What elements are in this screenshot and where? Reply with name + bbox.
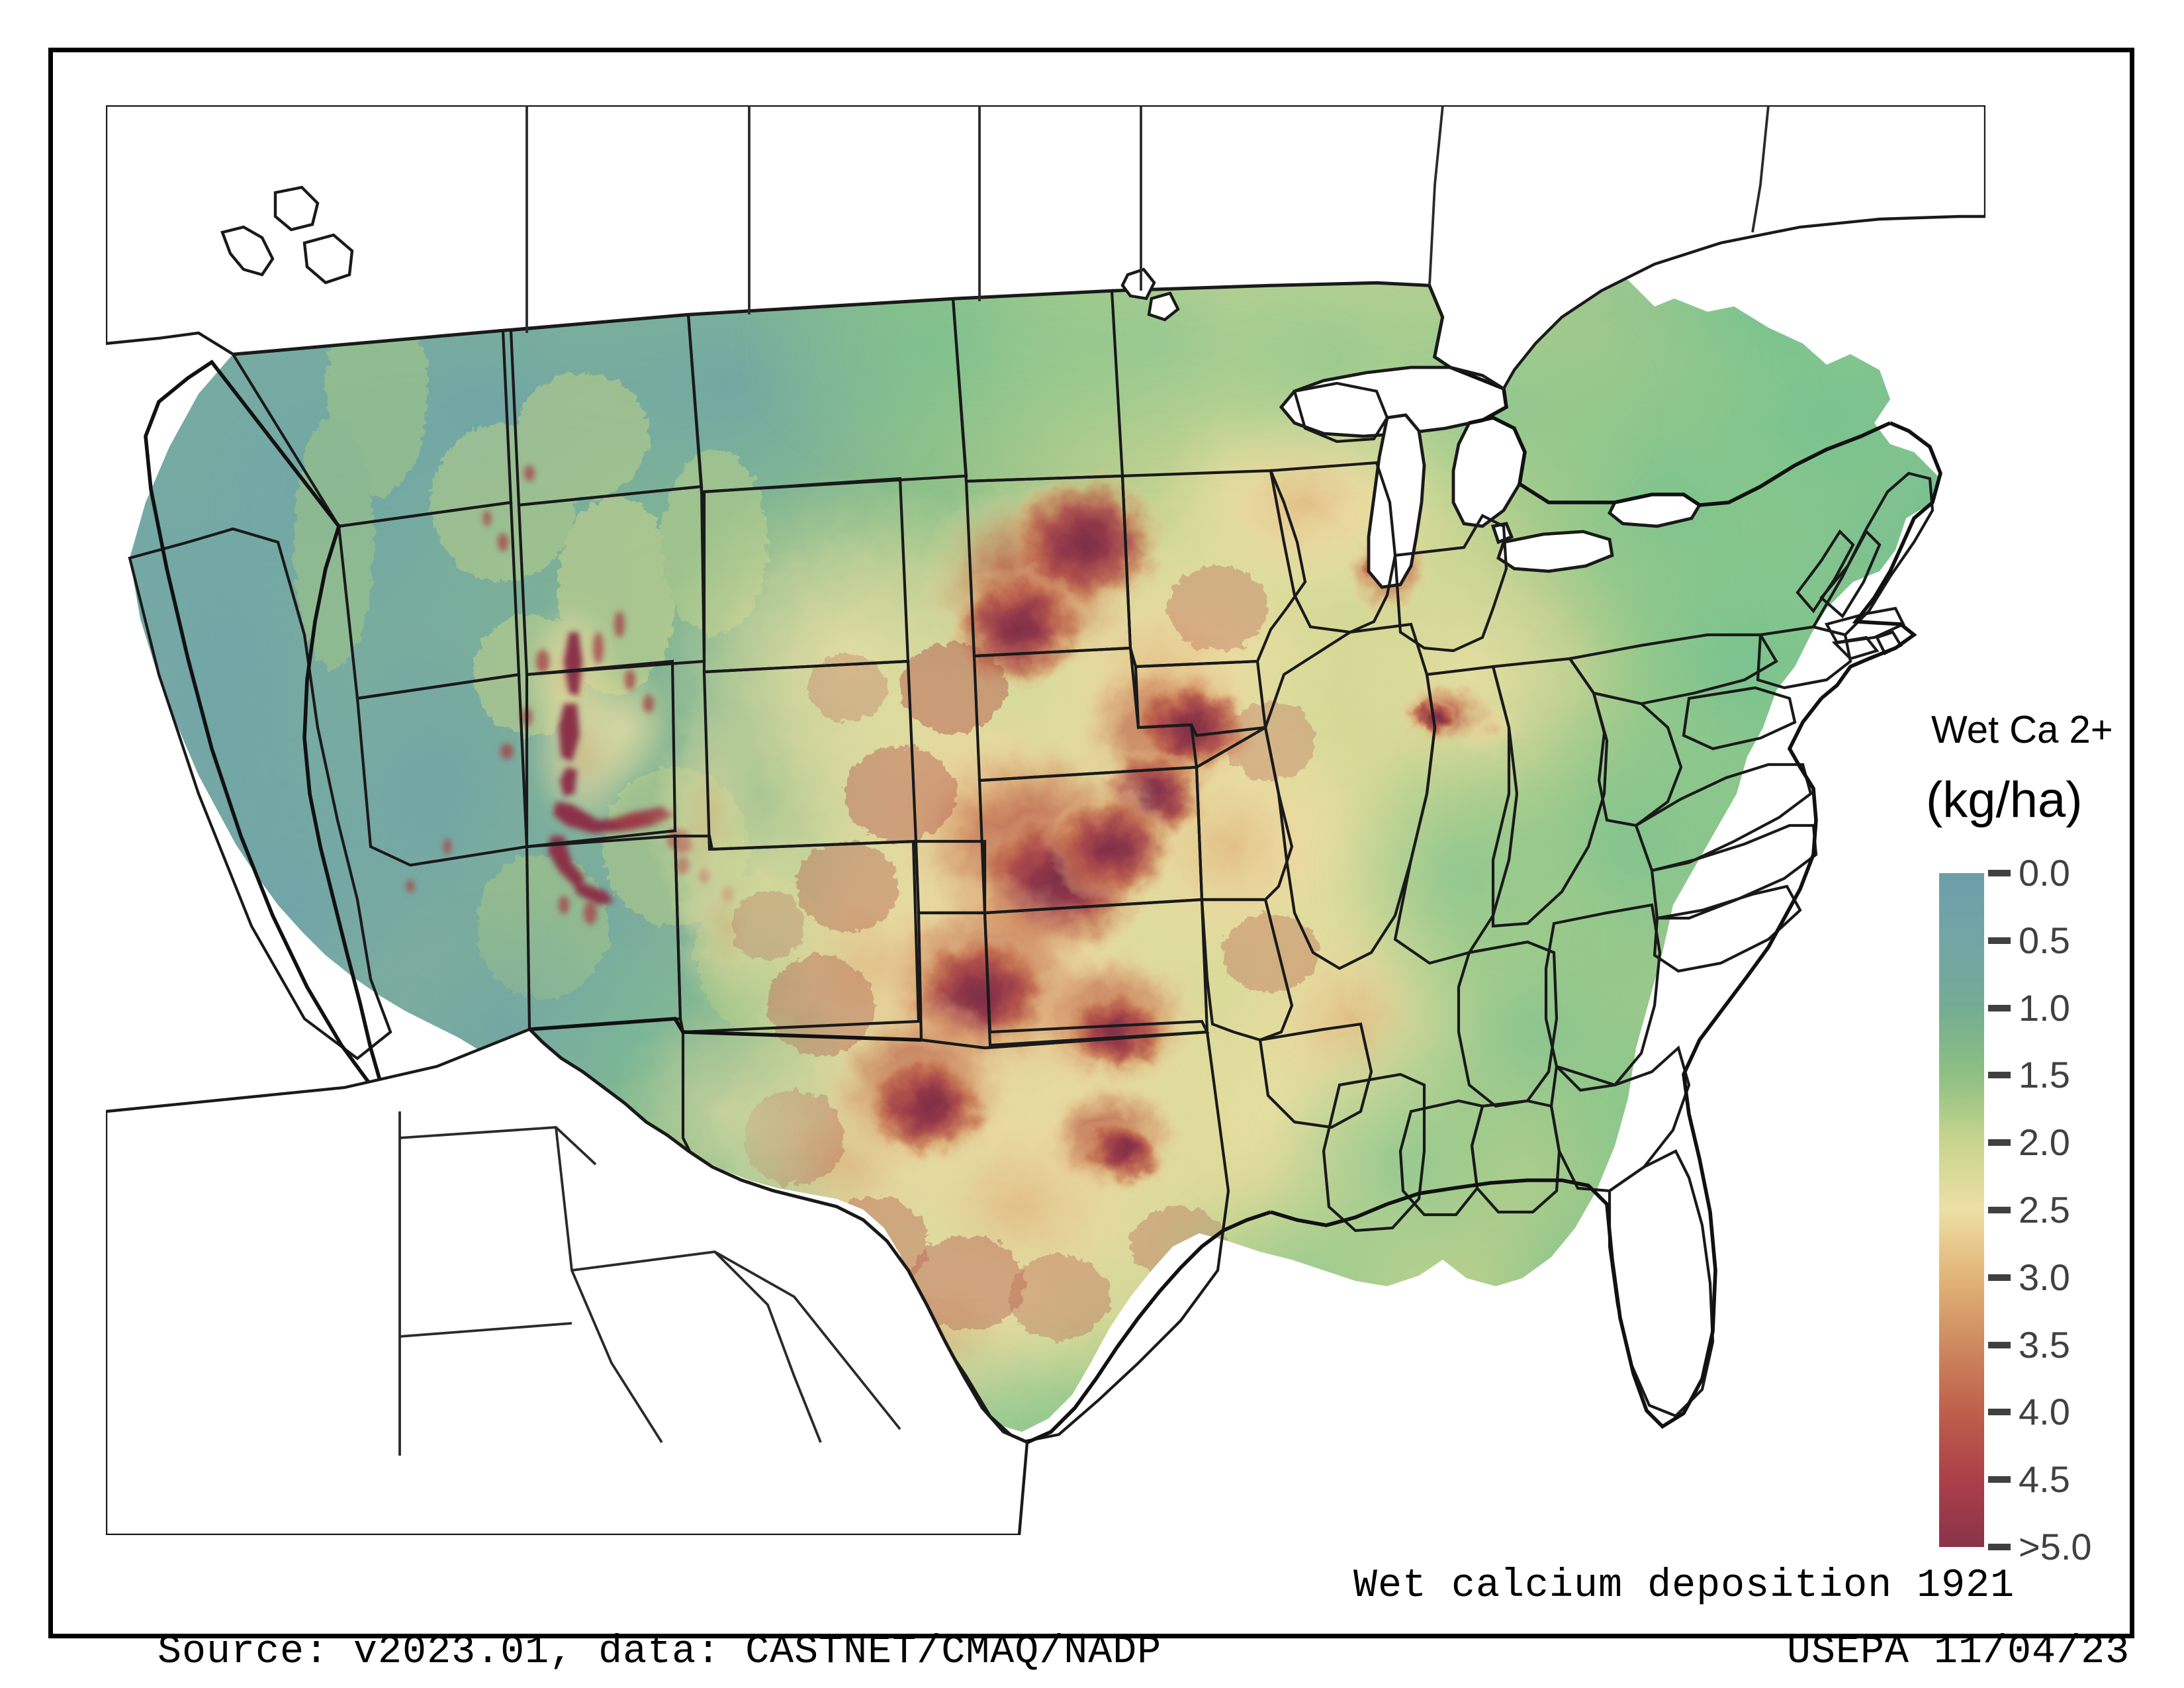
colorbar-tick-mark — [1988, 1341, 2011, 1348]
colorbar-legend: Wet Ca 2+ (kg/ha) 0.0 0.5 1.0 1.5 2.0 2.5 3.0 3… — [1899, 708, 2177, 1566]
colorbar-tick-mark — [1988, 870, 2011, 876]
colorbar-tick-mark — [1988, 1544, 2011, 1550]
figure-frame: Wet Ca 2+ (kg/ha) 0.0 0.5 1.0 1.5 2.0 2.5 3.0 3… — [48, 48, 2134, 1675]
colorbar-tick-mark — [1988, 1072, 2011, 1079]
colorbar-tick-label: 2.5 — [2019, 1189, 2070, 1231]
neighboring-countries — [106, 105, 1985, 1535]
mexico-state-lines — [398, 1111, 901, 1456]
deposition-map — [106, 105, 1985, 1535]
colorbar-tick-label: 2.0 — [2019, 1121, 2070, 1164]
colorbar-tick-mark — [1988, 1004, 2011, 1011]
legend-units: (kg/ha) — [1926, 772, 2083, 828]
colorbar-tick-label: 3.5 — [2019, 1323, 2070, 1366]
colorbar-tick-label: 4.0 — [2019, 1391, 2070, 1433]
colorbar-tick-mark — [1988, 937, 2011, 944]
colorbar-tick-label: 0.5 — [2019, 919, 2070, 961]
map-canvas — [106, 105, 1985, 1535]
map-title-caption: Wet calcium deposition 1921 — [1353, 1564, 2015, 1609]
colorbar-tick-label: 1.0 — [2019, 986, 2070, 1029]
colorbar-tick-label: 4.5 — [2019, 1458, 2070, 1501]
colorbar-tick-label: 1.5 — [2019, 1054, 2070, 1096]
colorbar-tick-mark — [1988, 1274, 2011, 1281]
colorbar-tick-label: 3.0 — [2019, 1256, 2070, 1298]
midwest-hotspot — [814, 469, 1264, 1201]
colorbar-tick-label: 0.0 — [2019, 852, 2070, 894]
colorbar-tick-mark — [1988, 1409, 2011, 1416]
colorbar-tick-mark — [1988, 1476, 2011, 1483]
canada-province-lines — [525, 105, 1770, 333]
colorbar-tick-label: >5.0 — [2019, 1526, 2092, 1568]
colorbar-wrap: 0.0 0.5 1.0 1.5 2.0 2.5 3.0 3.5 4.0 4.5 >5.0 — [1939, 855, 2158, 1566]
source-caption: Source: v2023.01, data: CASTNET/CMAQ/NAD… — [158, 1630, 1162, 1675]
colorbar-tick-mark — [1988, 1207, 2011, 1213]
wasatch-hotspot — [406, 465, 733, 925]
colorbar-tick-mark — [1988, 1139, 2011, 1147]
colorbar-gradient — [1939, 873, 1984, 1547]
agency-date-caption: USEPA 11/04/23 — [1787, 1630, 2130, 1675]
legend-title: Wet Ca 2+ — [1931, 708, 2113, 751]
